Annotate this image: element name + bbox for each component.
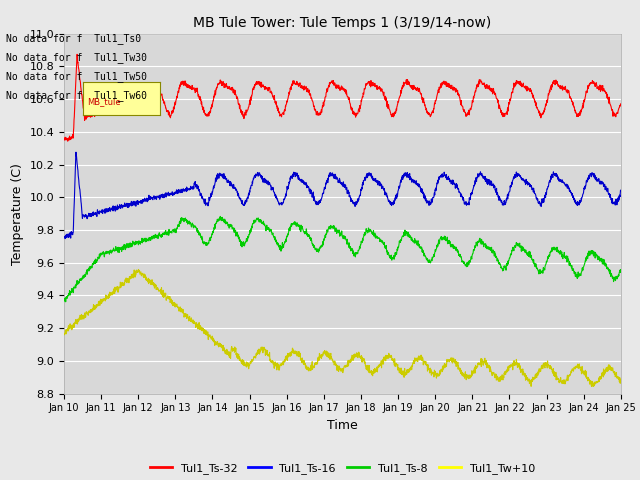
Legend: Tul1_Ts-32, Tul1_Ts-16, Tul1_Ts-8, Tul1_Tw+10: Tul1_Ts-32, Tul1_Ts-16, Tul1_Ts-8, Tul1_… <box>145 458 540 478</box>
Y-axis label: Temperature (C): Temperature (C) <box>11 163 24 264</box>
Text: No data for f  Tul1_Tw60: No data for f Tul1_Tw60 <box>6 90 147 101</box>
Text: No data for f  Tul1_Tw50: No data for f Tul1_Tw50 <box>6 71 147 82</box>
Text: No data for f  Tul1_Ts0: No data for f Tul1_Ts0 <box>6 33 141 44</box>
Title: MB Tule Tower: Tule Temps 1 (3/19/14-now): MB Tule Tower: Tule Temps 1 (3/19/14-now… <box>193 16 492 30</box>
Text: MB_tule: MB_tule <box>87 97 121 106</box>
X-axis label: Time: Time <box>327 419 358 432</box>
Text: No data for f  Tul1_Tw30: No data for f Tul1_Tw30 <box>6 52 147 63</box>
